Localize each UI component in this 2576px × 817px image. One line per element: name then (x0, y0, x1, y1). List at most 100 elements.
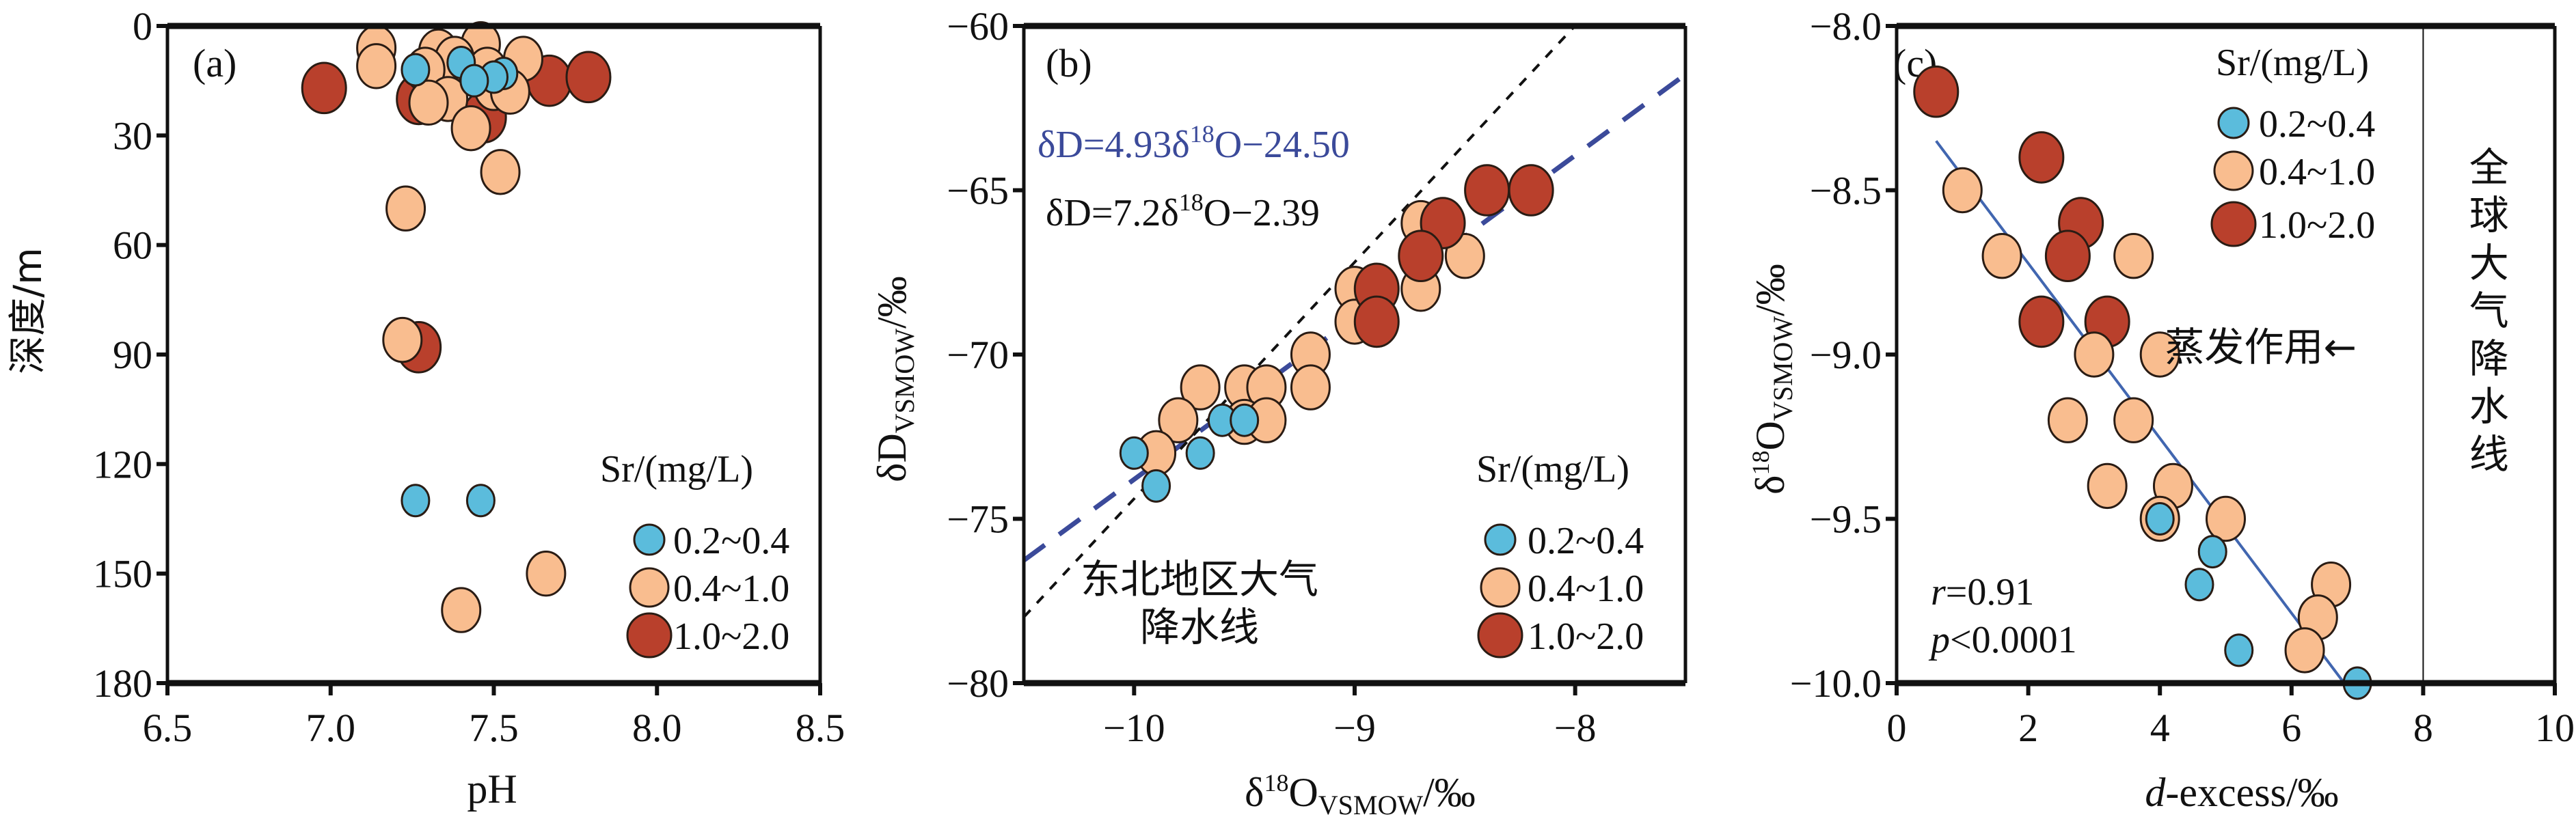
x-tick-label: 2 (2018, 706, 2038, 750)
panel-c-legend: Sr/(mg/L) 0.2~0.4 0.4~1.0 1.0~2.0 (2210, 42, 2375, 247)
data-point-high (2018, 295, 2065, 348)
gmwl-label-char: 气 (2469, 288, 2509, 334)
y-tick-label: −10.0 (1790, 661, 1882, 706)
y-tick-label: 90 (113, 333, 152, 377)
r-value: =0.91 (1946, 571, 2035, 613)
data-point-mid (385, 185, 426, 232)
panel-b-points (1119, 164, 1554, 503)
data-point-mid (1180, 364, 1221, 411)
y-tick-label: 120 (93, 442, 152, 486)
eq-blue-main: δD=4.93δ (1038, 124, 1190, 166)
line-northeast_lmwl (1022, 25, 1576, 618)
data-point-low (2184, 568, 2214, 602)
panel-a-frame (165, 23, 822, 687)
gmwl-label-char: 水 (2469, 383, 2509, 430)
data-point-mid (1290, 364, 1331, 411)
y-tick-label: −60 (947, 4, 1009, 49)
x-tick-label: 4 (2150, 706, 2170, 750)
data-point-low (1141, 469, 1171, 503)
legend-label-low: 0.2~0.4 (2259, 103, 2375, 146)
gmwl-label-char: 线 (2469, 431, 2509, 477)
gmwl-label-char: 球 (2469, 192, 2509, 238)
data-point-high (1464, 164, 1510, 217)
legend-title: Sr/(mg/L) (2216, 42, 2369, 84)
data-point-low (2197, 535, 2227, 569)
legend-marker-low (1484, 523, 1517, 556)
x-tick-label: −8 (1554, 706, 1597, 750)
data-point-high (301, 61, 347, 115)
legend-label-mid: 0.4~1.0 (1528, 568, 1644, 610)
legend-marker-low (633, 523, 666, 556)
eq-blue-sup: 18 (1190, 120, 1215, 148)
panel-c-p-value: p<0.0001 (1928, 619, 2077, 661)
y-tick-label: −8.0 (1810, 4, 1882, 49)
panel-a-legend: Sr/(mg/L) 0.2~0.4 0.4~1.0 1.0~2.0 (600, 448, 789, 659)
panel-a-ticks: 6.5 7.0 7.5 8.0 8.5 0 30 60 90 120 150 180 (93, 4, 845, 750)
data-point-mid (1942, 167, 1983, 214)
legend-label-high: 1.0~2.0 (2259, 204, 2375, 247)
data-point-low (459, 64, 489, 98)
data-point-high (2018, 131, 2065, 184)
gmwl-label-char: 降 (2469, 335, 2509, 382)
p-value: <0.0001 (1950, 619, 2077, 661)
legend-label-high: 1.0~2.0 (673, 615, 789, 658)
legend-label-high: 1.0~2.0 (1528, 615, 1644, 658)
p-label: p (1928, 619, 1950, 661)
x-tick-label: 0 (1887, 706, 1907, 750)
data-point-mid (441, 587, 482, 633)
gmwl-label-char: 大 (2469, 240, 2509, 286)
panel-b-lmwl-label-line1: 东北地区大气 (1081, 556, 1318, 603)
panel-c-r-value: r=0.91 (1931, 571, 2034, 613)
legend-label-low: 0.2~0.4 (1528, 520, 1644, 562)
x-tick-label: 6.5 (143, 706, 193, 750)
data-point-mid (2047, 397, 2088, 443)
data-point-mid (2139, 331, 2180, 378)
data-point-low (401, 484, 431, 518)
panel-a-points (301, 21, 612, 633)
data-point-mid (1158, 397, 1199, 443)
x-tick-label: 8.0 (632, 706, 682, 750)
legend-label-low: 0.2~0.4 (673, 520, 789, 562)
data-point-mid (2087, 462, 2128, 510)
panel-b-frame (1022, 23, 1687, 687)
data-point-high (1398, 230, 1444, 283)
eq-blue-tail: O−24.50 (1215, 124, 1350, 166)
data-point-high (565, 51, 612, 104)
panel-b-y-axis-title: δDVSMOW/‰ (869, 276, 920, 482)
panel-b-ticks: −10 −9 −8 −60 −65 −70 −75 −80 (947, 4, 1596, 750)
data-point-mid (2113, 233, 2154, 279)
y-tick-label: −70 (947, 333, 1009, 377)
panel-c-x-axis-title: d-excess/‰ (2145, 770, 2338, 815)
data-point-low (2224, 633, 2254, 667)
y-tick-label: 0 (133, 4, 152, 49)
panel-b-legend: Sr/(mg/L) 0.2~0.4 0.4~1.0 1.0~2.0 (1476, 448, 1644, 659)
legend-marker-mid (1480, 567, 1521, 608)
y-tick-label: 180 (93, 661, 152, 706)
panel-c-evaporation-label: 蒸发作用← (2165, 324, 2357, 370)
data-point-mid (450, 105, 491, 152)
x-tick-label: −10 (1103, 706, 1165, 750)
data-point-low (1230, 403, 1260, 437)
legend-label-mid: 0.4~1.0 (2259, 151, 2375, 193)
data-point-high (1353, 295, 1400, 348)
panel-c-frame (1895, 23, 2557, 687)
gmwl-label-char: 全 (2469, 144, 2509, 191)
data-point-low (1185, 436, 1215, 470)
x-tick-label: 10 (2535, 706, 2575, 750)
data-point-mid (2113, 397, 2154, 443)
legend-marker-low (2217, 107, 2250, 139)
y-tick-label: 30 (113, 113, 152, 158)
x-tick-label: −9 (1333, 706, 1376, 750)
data-point-high (1508, 164, 1554, 217)
data-point-high (2044, 230, 2091, 283)
eq-black-tail: O−2.39 (1204, 192, 1320, 234)
panel-a-y-axis-title: 深度/m (6, 247, 51, 374)
y-tick-label: −65 (947, 169, 1009, 213)
r-label: r (1931, 571, 1946, 613)
legend-title: Sr/(mg/L) (1476, 448, 1629, 490)
data-point-low (465, 484, 496, 518)
y-tick-label: 60 (113, 223, 152, 268)
legend-marker-high (2210, 201, 2257, 247)
y-tick-label: −9.0 (1810, 333, 1882, 377)
legend-marker-mid (2213, 150, 2254, 191)
